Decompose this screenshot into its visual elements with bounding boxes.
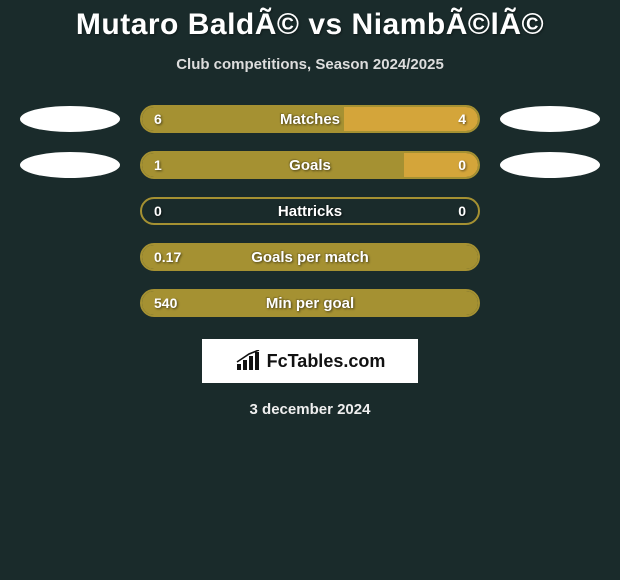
page-subtitle: Club competitions, Season 2024/2025 [0,56,620,73]
left-ellipse [20,152,120,178]
barchart-icon [235,350,261,372]
comparison-row: 0 0Hattricks [0,197,620,225]
bar-left-fill [142,245,478,269]
left-spacer [20,198,120,224]
left-spacer [20,290,120,316]
bar-left-fill [142,107,344,131]
page-title: Mutaro BaldÃ© vs NiambÃ©lÃ© [0,8,620,42]
bar-left-fill [142,153,404,177]
stat-bar: 64Matches [140,105,480,133]
logo-box: FcTables.com [202,339,418,383]
stat-bar: 0.17Goals per match [140,243,480,271]
right-spacer [500,290,600,316]
stat-bar: 10Goals [140,151,480,179]
right-ellipse [500,152,600,178]
comparison-row: 10Goals [0,151,620,179]
right-value: 0 [458,199,466,223]
comparison-row: 0.17Goals per match [0,243,620,271]
right-spacer [500,244,600,270]
left-spacer [20,244,120,270]
left-value: 0 [154,199,162,223]
bar-left-fill [142,291,478,315]
comparison-row: 540Min per goal [0,289,620,317]
comparison-rows: 64Matches 10Goals 0 0Hattricks 0.17Goals per… [0,105,620,317]
right-spacer [500,198,600,224]
stat-bar: 540Min per goal [140,289,480,317]
comparison-row: 64Matches [0,105,620,133]
footer-date: 3 december 2024 [0,401,620,418]
bar-right-fill [344,107,478,131]
left-ellipse [20,106,120,132]
logo-text: FcTables.com [267,351,386,372]
right-ellipse [500,106,600,132]
stat-bar: 0 0Hattricks [140,197,480,225]
stat-label: Hattricks [142,199,478,223]
bar-right-fill [404,153,478,177]
